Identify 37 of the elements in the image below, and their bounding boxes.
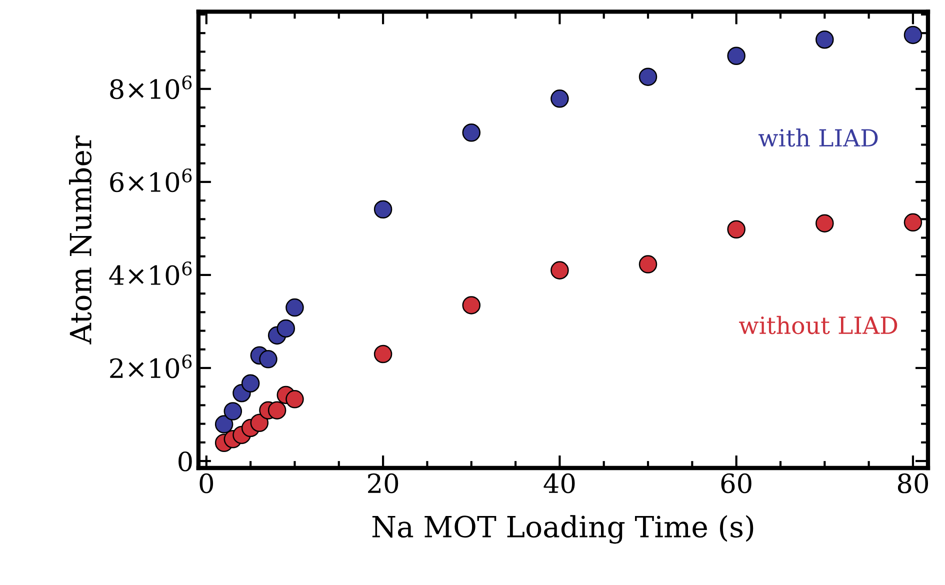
y-tick-label: 0: [178, 451, 192, 472]
legend-label: with LIAD: [758, 128, 878, 147]
point: [374, 344, 392, 364]
point: [462, 296, 480, 314]
point: [224, 402, 242, 420]
y-tick-label: 4×10$^{6}$: [109, 262, 192, 286]
point: [904, 26, 922, 44]
point: [259, 350, 278, 368]
point: [268, 401, 286, 420]
y-tick-label: 6×10$^{6}$: [110, 168, 192, 192]
point: [241, 374, 260, 392]
point: [550, 90, 569, 108]
point: [276, 319, 296, 338]
point: [638, 68, 658, 86]
y-axis-title: Atom Number: [69, 136, 92, 344]
x-tick-label: 0: [200, 473, 214, 494]
point: [214, 415, 234, 434]
x-tick-label: 20: [368, 473, 398, 494]
point: [462, 124, 480, 142]
x-tick-label: 40: [544, 473, 575, 494]
legend-label: without LIAD: [739, 316, 898, 334]
point: [727, 220, 746, 239]
y-tick-label: 2×10$^{6}$: [110, 354, 192, 378]
y-tick-label: 8×10$^{6}$: [110, 75, 192, 100]
x-axis-title: Na MOT Loading Time (s): [372, 515, 754, 544]
point: [374, 200, 392, 219]
point: [904, 213, 922, 232]
point: [638, 255, 658, 274]
point: [286, 390, 304, 408]
x-tick-label: 60: [721, 473, 752, 494]
point: [250, 414, 269, 432]
point: [286, 298, 304, 317]
point: [727, 46, 746, 66]
point: [816, 30, 834, 49]
x-tick-label: 80: [898, 473, 928, 494]
point: [816, 214, 834, 232]
point: [550, 261, 569, 280]
